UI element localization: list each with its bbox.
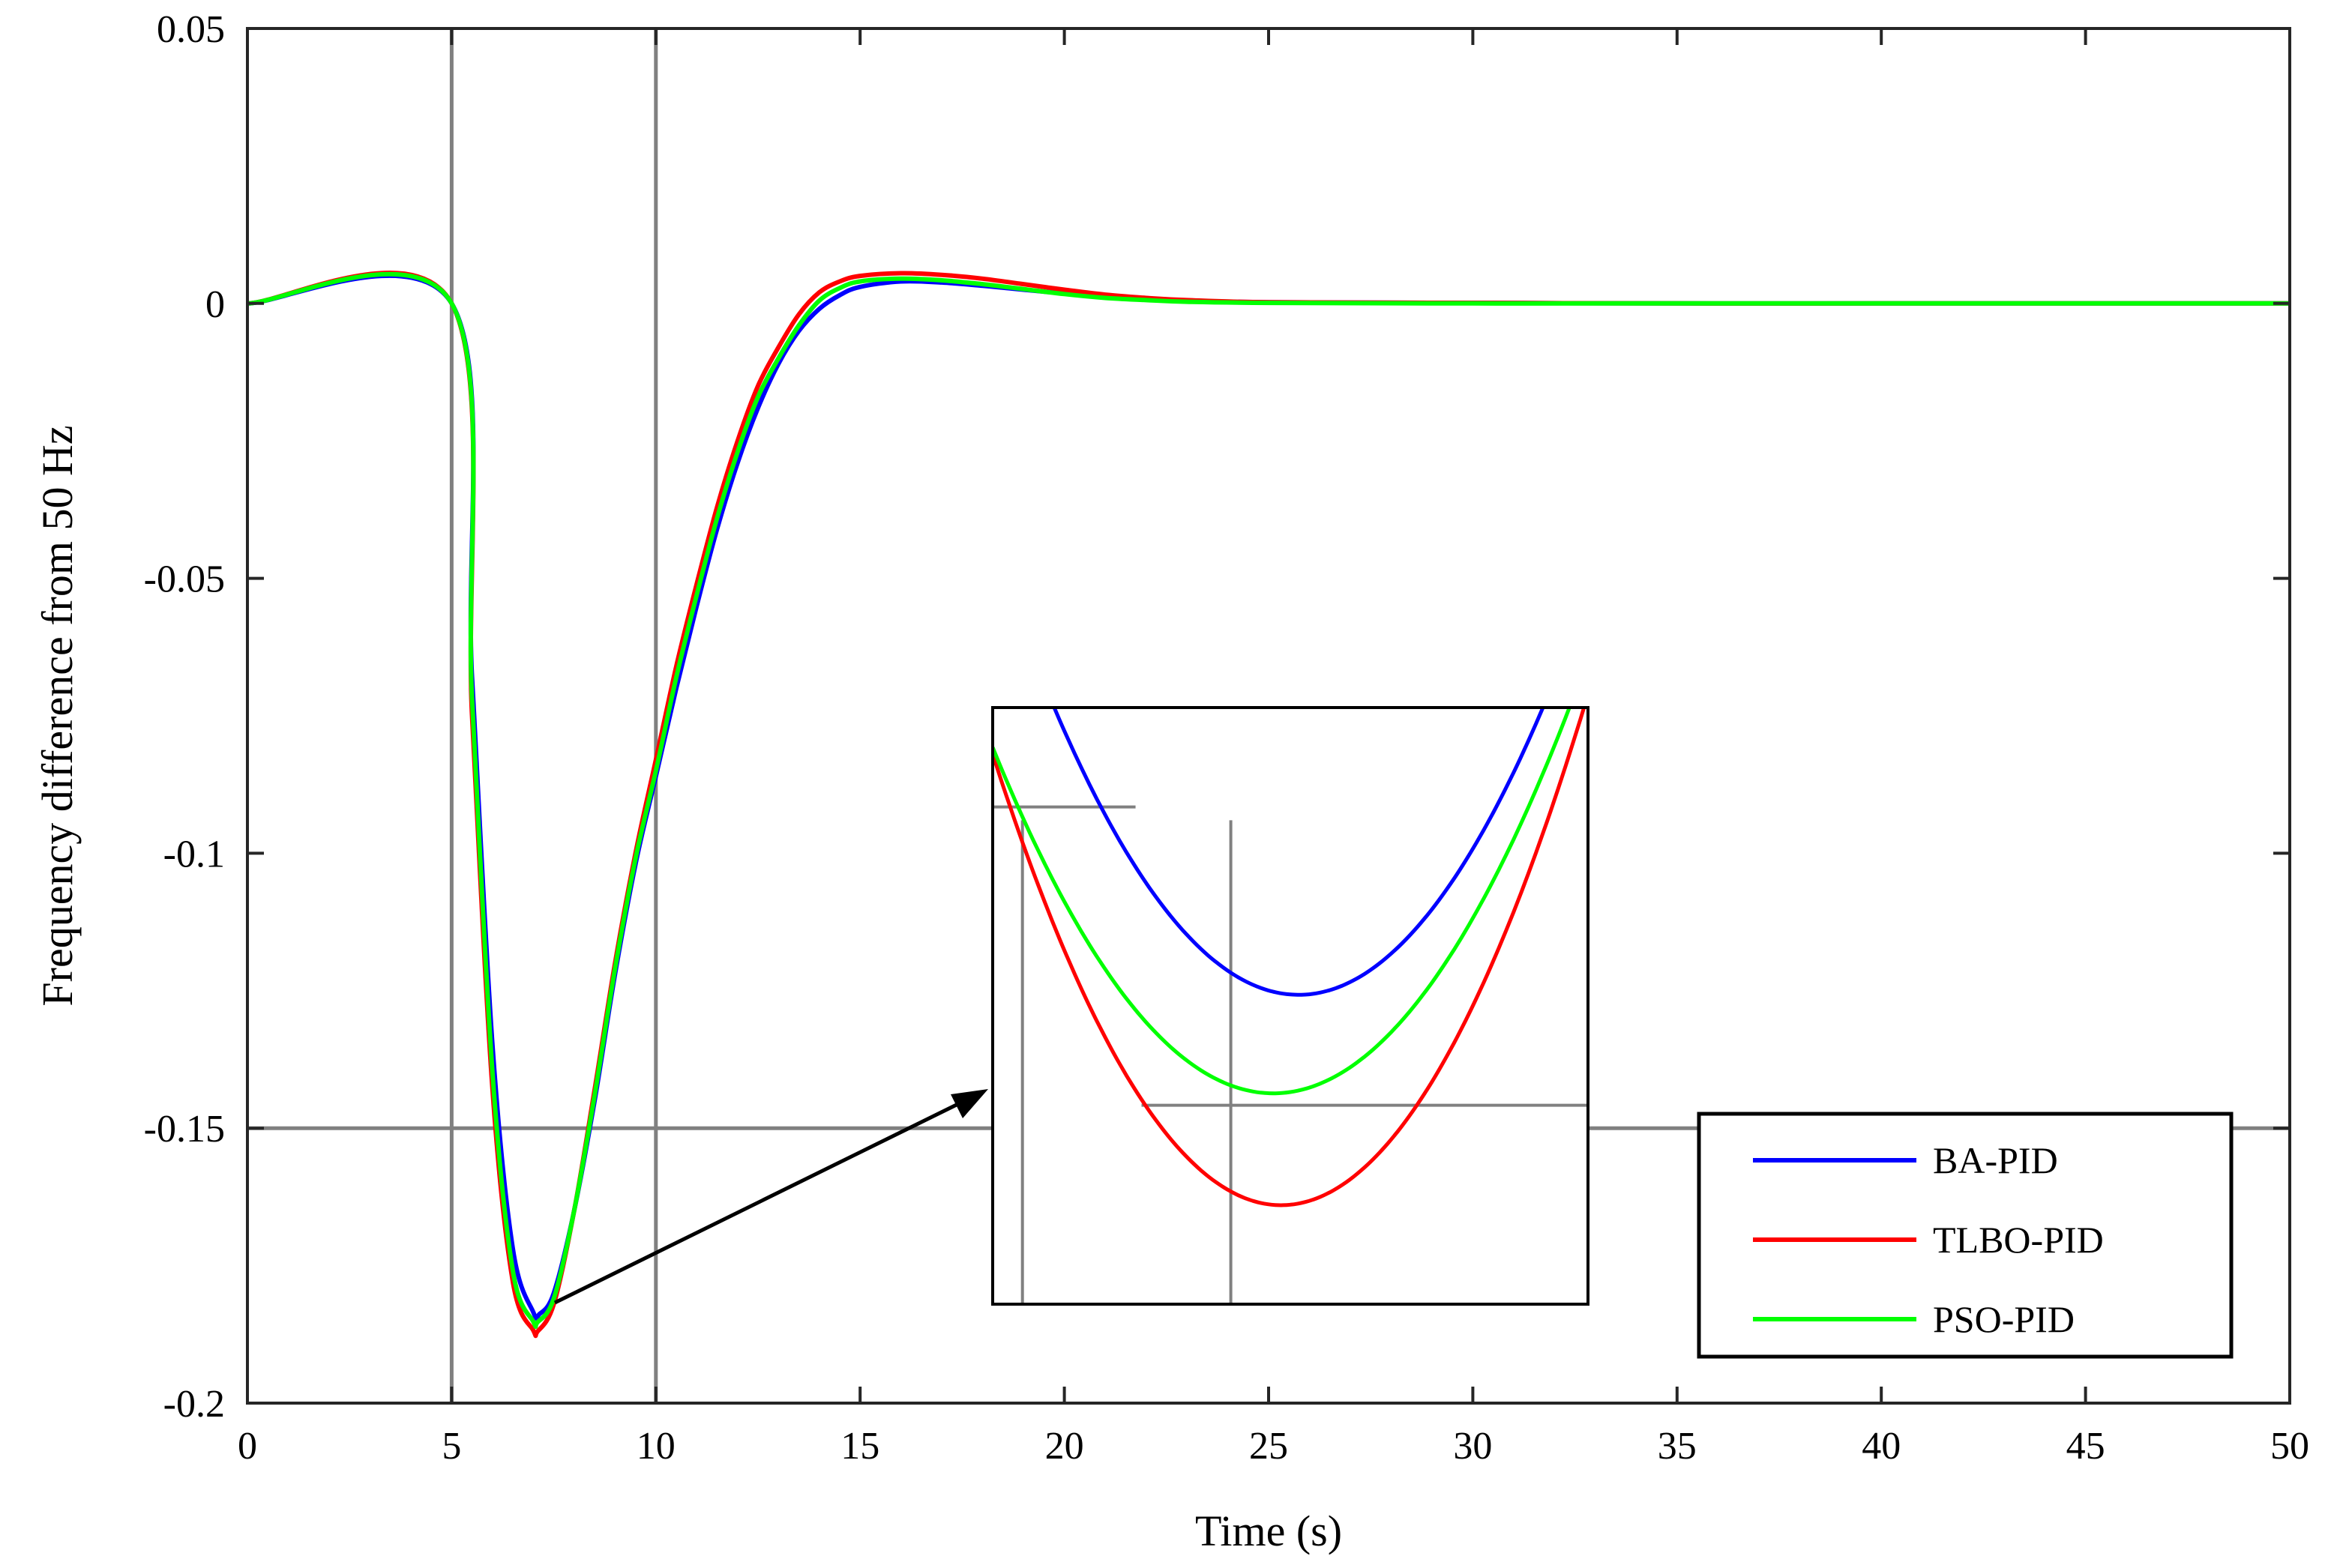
- y-tick-label: -0.2: [163, 1383, 225, 1426]
- y-tick-label: 0.05: [157, 8, 225, 51]
- y-tick-label: 0: [205, 283, 225, 326]
- y-tick-label: -0.1: [163, 833, 225, 875]
- x-tick-labels: 0 5 10 15 20 25 30 35 40 45 50: [238, 1425, 2309, 1468]
- inset-series-line-pso-pid: [993, 708, 1571, 1096]
- x-tick-label: 15: [840, 1425, 879, 1468]
- inset: [991, 706, 1589, 1306]
- inset-series-line-tlbo-pid: [993, 708, 1586, 1207]
- y-tick-label: -0.15: [144, 1108, 225, 1151]
- legend-box: [1697, 1112, 2234, 1359]
- legend: BA-PID TLBO-PID PSO-PID: [1697, 1112, 2234, 1359]
- legend-entries: BA-PID TLBO-PID PSO-PID: [1753, 1139, 2104, 1340]
- x-tick-label: 30: [1453, 1425, 1492, 1468]
- x-axis-title: Time (s): [1195, 1507, 1342, 1555]
- x-tick-label: 50: [2270, 1425, 2309, 1468]
- legend-label-pso-pid: PSO-PID: [1933, 1298, 2075, 1340]
- inset-series-line-ba-pid: [1052, 708, 1545, 997]
- x-tick-label: 10: [637, 1425, 676, 1468]
- zoom-arrow: [553, 1094, 976, 1305]
- legend-label-tlbo-pid: TLBO-PID: [1933, 1219, 2104, 1261]
- x-tick-label: 25: [1249, 1425, 1288, 1468]
- y-tick-labels: 0.05 0 -0.05 -0.1 -0.15 -0.2: [144, 8, 225, 1426]
- x-tick-label: 5: [442, 1425, 461, 1468]
- x-tick-label: 0: [238, 1425, 257, 1468]
- legend-label-ba-pid: BA-PID: [1933, 1139, 2058, 1181]
- x-tick-label: 35: [1658, 1425, 1697, 1468]
- inset-background: [993, 708, 1588, 1304]
- x-tick-label: 40: [1862, 1425, 1901, 1468]
- series-layer: [247, 271, 2290, 1339]
- zoom-arrowhead: [951, 1089, 988, 1118]
- x-tick-label: 20: [1045, 1425, 1084, 1468]
- x-tick-label: 45: [2066, 1425, 2105, 1468]
- y-tick-label: -0.05: [144, 558, 225, 601]
- inset-series-layer: [993, 708, 1586, 1207]
- axis-ticks: [246, 27, 2291, 1405]
- inset-frame: [991, 706, 1589, 1306]
- y-axis-title: Frequency difference from 50 Hz: [33, 425, 82, 1006]
- inset-reference-lines: [993, 805, 1588, 1304]
- series-line-pso-pid: [247, 271, 2290, 1330]
